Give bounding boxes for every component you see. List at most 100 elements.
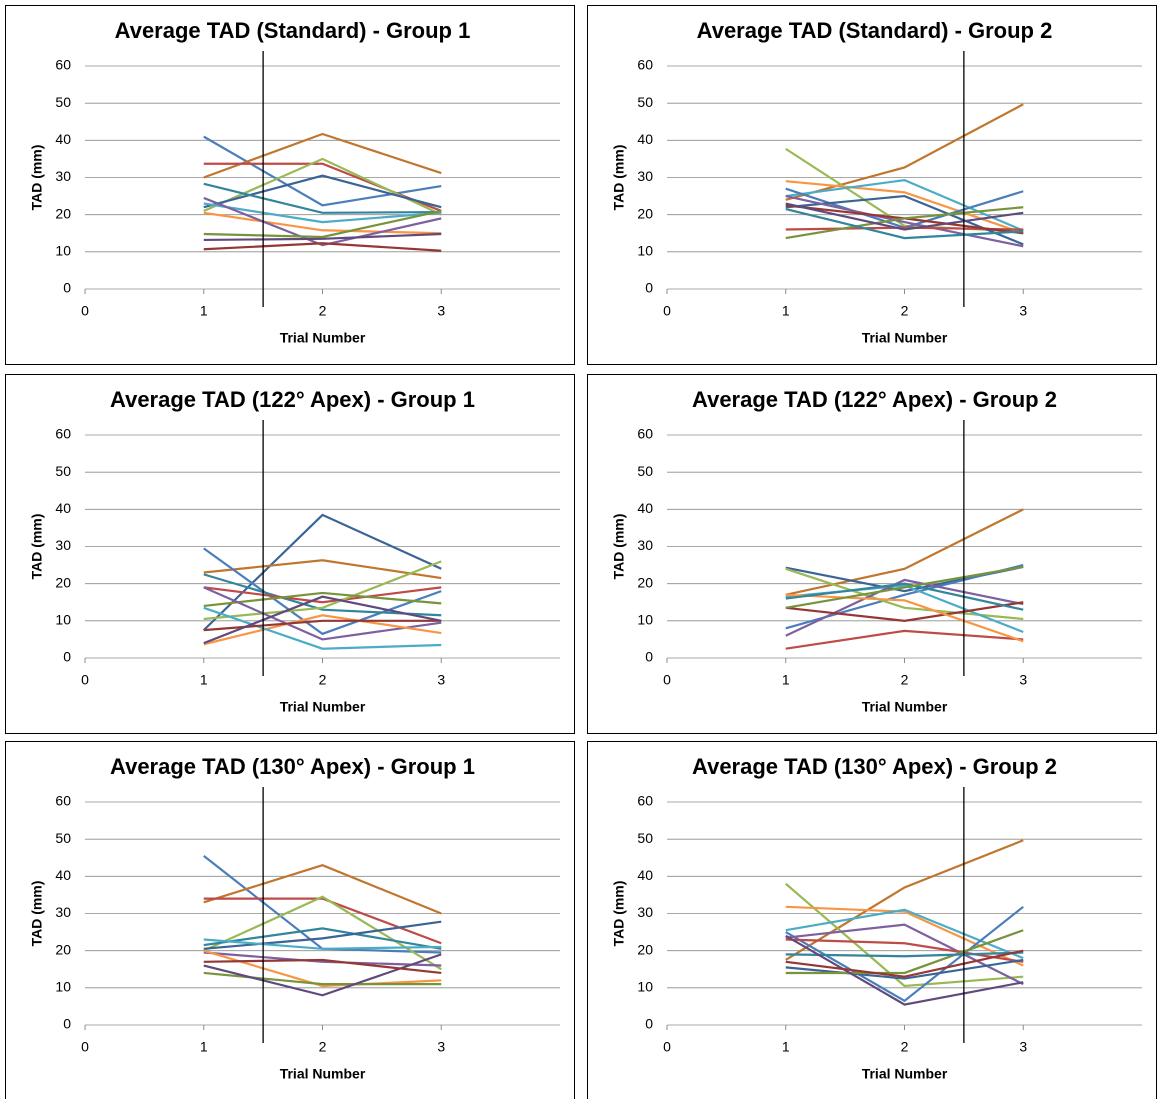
series-line bbox=[785, 949, 1024, 978]
series-line bbox=[203, 232, 442, 242]
series-line bbox=[785, 180, 1024, 235]
x-tick-label: 0 bbox=[81, 303, 89, 319]
series-line bbox=[203, 586, 442, 604]
x-tick-label: 2 bbox=[901, 672, 909, 688]
y-axis-label: TAD (mm) bbox=[611, 145, 627, 211]
x-tick-label: 0 bbox=[81, 1039, 89, 1055]
series-line bbox=[785, 908, 1024, 960]
y-tick-label: 60 bbox=[55, 793, 71, 809]
series-line bbox=[785, 178, 1024, 232]
series-line bbox=[785, 839, 1024, 961]
y-tick-label: 10 bbox=[637, 243, 653, 259]
series-line bbox=[203, 949, 442, 988]
chart-title: Average TAD (130° Apex) - Group 2 bbox=[692, 754, 1057, 779]
x-tick-label: 2 bbox=[319, 1039, 327, 1055]
x-tick-label: 0 bbox=[663, 672, 671, 688]
series-line bbox=[785, 567, 1024, 621]
y-tick-label: 20 bbox=[55, 205, 71, 221]
series-line bbox=[203, 209, 442, 239]
y-tick-label: 0 bbox=[63, 649, 71, 665]
y-tick-label: 0 bbox=[63, 1016, 71, 1032]
y-tick-label: 0 bbox=[645, 280, 653, 296]
chart-title: Average TAD (Standard) - Group 2 bbox=[697, 18, 1053, 43]
panel-border bbox=[587, 741, 1157, 1099]
y-tick-label: 30 bbox=[637, 904, 653, 920]
x-tick-label: 1 bbox=[200, 672, 208, 688]
y-tick-label: 40 bbox=[55, 867, 71, 883]
chart-title: Average TAD (122° Apex) - Group 1 bbox=[110, 387, 475, 412]
series-line bbox=[203, 182, 442, 214]
series-line bbox=[785, 882, 1024, 988]
series-line bbox=[785, 206, 1024, 240]
y-tick-label: 20 bbox=[637, 574, 653, 590]
y-tick-label: 60 bbox=[637, 426, 653, 442]
y-tick-label: 30 bbox=[55, 537, 71, 553]
series-line bbox=[203, 591, 442, 608]
y-tick-label: 10 bbox=[55, 979, 71, 995]
series-line bbox=[785, 103, 1024, 201]
series-line bbox=[785, 934, 1024, 1006]
y-tick-label: 10 bbox=[637, 979, 653, 995]
chart-title: Average TAD (122° Apex) - Group 2 bbox=[692, 387, 1057, 412]
x-tick-label: 1 bbox=[200, 1039, 208, 1055]
y-tick-label: 0 bbox=[645, 1016, 653, 1032]
series-line bbox=[203, 864, 442, 915]
x-axis-label: Trial Number bbox=[280, 699, 366, 715]
series-line bbox=[203, 586, 442, 641]
series-line bbox=[203, 897, 442, 945]
chart-title: Average TAD (Standard) - Group 1 bbox=[115, 18, 471, 43]
series-line bbox=[203, 560, 442, 621]
series-line bbox=[785, 582, 1024, 611]
y-axis-label: TAD (mm) bbox=[29, 881, 45, 947]
series-line bbox=[785, 578, 1024, 637]
y-tick-label: 10 bbox=[637, 612, 653, 628]
chart-panel: Average TAD (130° Apex) - Group 2 0 10 20 30… bbox=[587, 741, 1157, 1099]
x-tick-label: 1 bbox=[200, 303, 208, 319]
series-line bbox=[785, 938, 1024, 963]
series-line bbox=[203, 927, 442, 950]
x-tick-label: 1 bbox=[782, 672, 790, 688]
series-line bbox=[203, 971, 442, 986]
y-tick-label: 30 bbox=[55, 168, 71, 184]
series-line bbox=[785, 905, 1024, 967]
chart-panel: Average TAD (130° Apex) - Group 10102030… bbox=[5, 741, 575, 1099]
x-tick-label: 2 bbox=[901, 1039, 909, 1055]
y-tick-label: 40 bbox=[55, 131, 71, 147]
series-line bbox=[203, 559, 442, 580]
y-tick-label: 40 bbox=[637, 867, 653, 883]
chart-panel: Average TAD (122° Apex) - Group 20102030… bbox=[587, 374, 1157, 734]
y-tick-label: 30 bbox=[637, 168, 653, 184]
x-axis-label: Trial Number bbox=[862, 330, 948, 346]
x-tick-label: 0 bbox=[81, 672, 89, 688]
x-tick-label: 3 bbox=[1019, 672, 1027, 688]
x-tick-label: 3 bbox=[1019, 1039, 1027, 1055]
series-line bbox=[785, 929, 1024, 975]
panel-border bbox=[5, 374, 575, 734]
y-tick-label: 50 bbox=[637, 94, 653, 110]
y-tick-label: 60 bbox=[55, 426, 71, 442]
y-tick-label: 40 bbox=[637, 131, 653, 147]
chart-panel: Average TAD (122° Apex) - Group 10102030… bbox=[5, 374, 575, 734]
series-line bbox=[203, 242, 442, 252]
y-axis-label: TAD (mm) bbox=[29, 145, 45, 211]
y-axis-label: TAD (mm) bbox=[611, 514, 627, 580]
series-line bbox=[203, 606, 442, 650]
x-axis-label: Trial Number bbox=[862, 1066, 948, 1082]
series-line bbox=[785, 202, 1024, 231]
y-tick-label: 40 bbox=[637, 500, 653, 516]
x-tick-label: 1 bbox=[782, 303, 790, 319]
y-tick-label: 50 bbox=[637, 830, 653, 846]
series-line bbox=[785, 601, 1024, 622]
y-tick-label: 0 bbox=[63, 280, 71, 296]
series-line bbox=[785, 593, 1024, 643]
series-line bbox=[785, 508, 1024, 596]
series-line bbox=[785, 951, 1024, 958]
x-axis-label: Trial Number bbox=[280, 1066, 366, 1082]
y-axis-label: TAD (mm) bbox=[611, 881, 627, 947]
y-tick-label: 50 bbox=[55, 94, 71, 110]
y-tick-label: 20 bbox=[637, 941, 653, 957]
x-tick-label: 2 bbox=[319, 303, 327, 319]
x-tick-label: 2 bbox=[319, 672, 327, 688]
series-line bbox=[785, 565, 1024, 609]
